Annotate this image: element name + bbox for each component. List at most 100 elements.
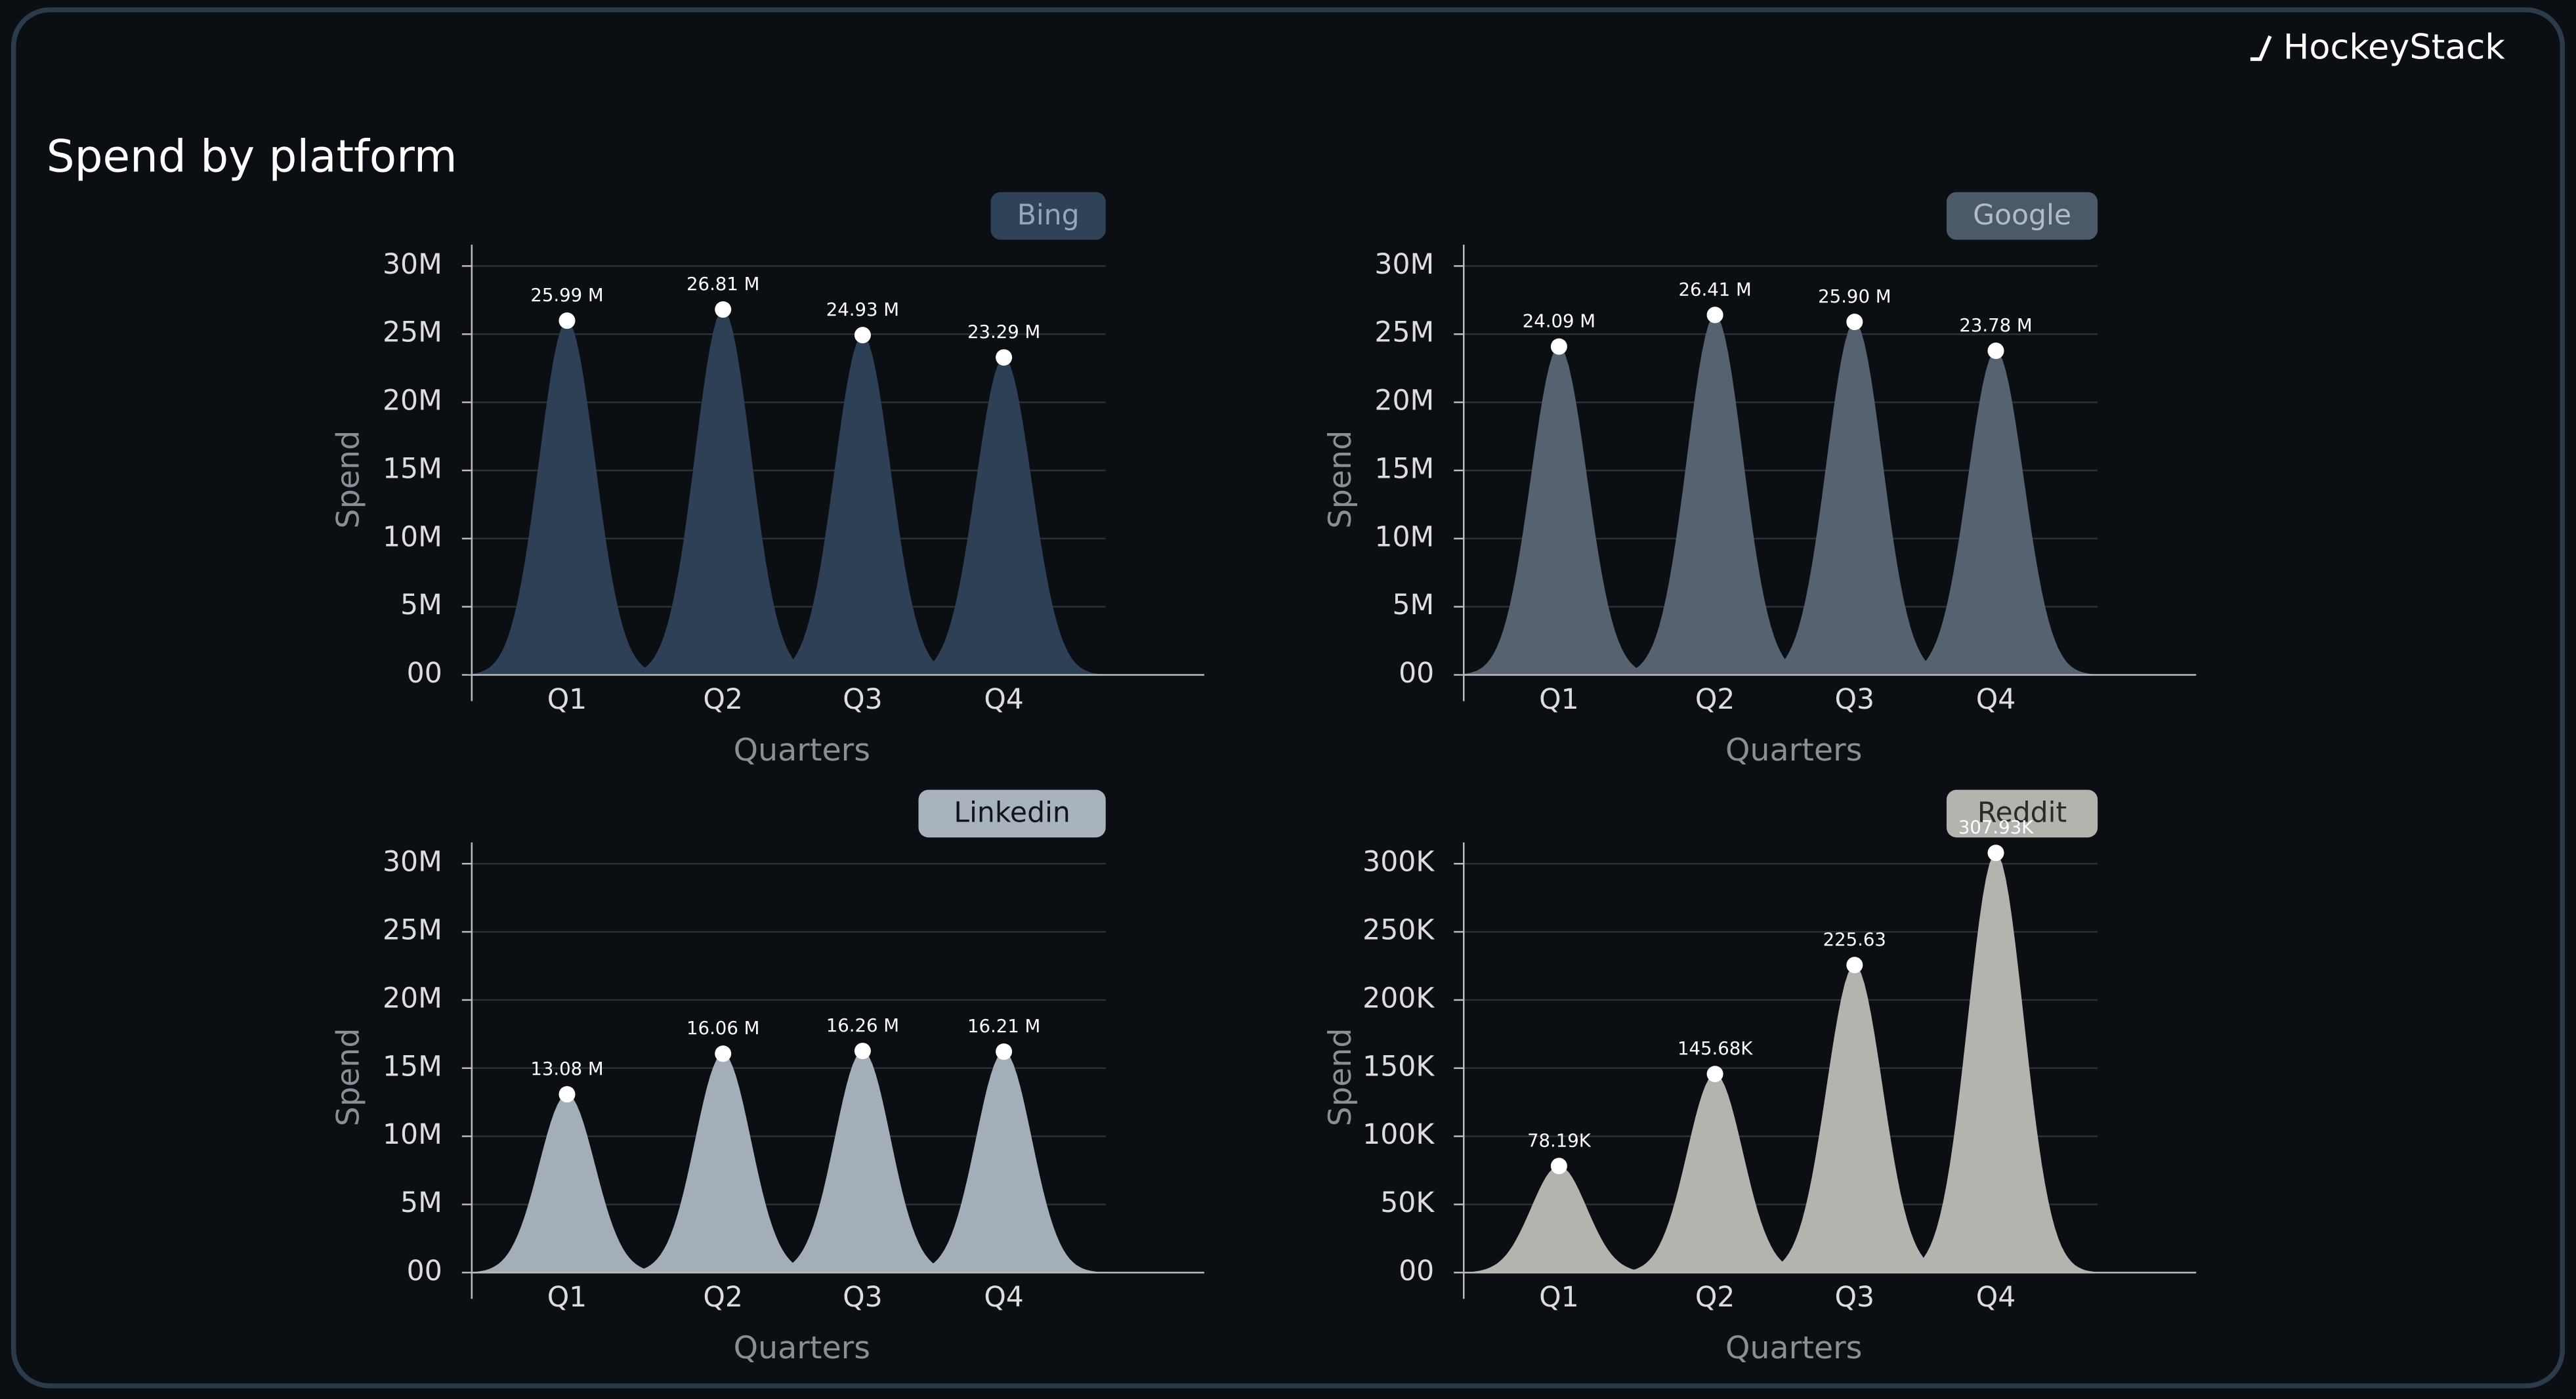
platform-badge (918, 789, 1106, 838)
spend-area (1613, 1074, 1817, 1272)
y-tick-label: 30M (383, 249, 442, 281)
value-label: 26.81 M (686, 274, 759, 295)
spend-area (1893, 350, 2098, 675)
y-axis-title: Spend (331, 1028, 367, 1127)
peak-dot (1550, 338, 1567, 355)
y-tick-label: 150K (1362, 1051, 1435, 1083)
y-tick-label: 250K (1362, 915, 1435, 947)
value-label: 78.19K (1527, 1130, 1592, 1151)
value-label: 307.93K (1958, 817, 2034, 838)
spend-area (761, 1051, 965, 1272)
peak-dot (996, 1043, 1013, 1060)
x-tick-label: Q3 (1835, 1282, 1875, 1314)
peak-dot (1987, 845, 2004, 862)
platform-badge (990, 192, 1106, 240)
y-tick-label: 15M (1374, 453, 1434, 485)
spend-area (465, 320, 669, 675)
spend-area (621, 1053, 825, 1272)
x-axis-title: Quarters (1725, 1330, 1862, 1366)
value-label: 25.99 M (530, 285, 603, 306)
platform-badge (1946, 192, 2098, 240)
peak-dot (1846, 314, 1863, 331)
value-label: 24.09 M (1523, 311, 1595, 332)
y-tick-label: 10M (1374, 521, 1434, 553)
spend-area (1457, 346, 1661, 675)
value-label: 16.06 M (686, 1018, 759, 1039)
y-tick-label: 10M (383, 521, 442, 553)
y-axis-title: Spend (1322, 430, 1359, 529)
x-axis-title: Quarters (734, 732, 870, 768)
y-axis-title: Spend (331, 430, 367, 529)
x-tick-label: Q3 (843, 684, 883, 716)
spend-area (1457, 1165, 1661, 1273)
y-tick-label: 20M (383, 982, 442, 1014)
y-axis-title: Spend (1322, 1028, 1359, 1127)
x-tick-label: Q2 (703, 684, 743, 716)
y-tick-label: 30M (383, 846, 442, 879)
peak-dot (559, 312, 576, 329)
peak-dot (854, 327, 871, 344)
peak-dot (854, 1043, 871, 1060)
x-tick-label: Q2 (1695, 684, 1735, 716)
brand: HockeyStack (2283, 28, 2505, 68)
y-tick-label: 20M (1374, 385, 1434, 417)
y-tick-label: 25M (1374, 317, 1434, 349)
y-tick-label: 00 (1399, 658, 1434, 690)
x-tick-label: Q3 (843, 1282, 883, 1314)
y-tick-label: 100K (1362, 1119, 1435, 1151)
platform-badge-label: Bing (1017, 199, 1080, 232)
value-label: 25.90 M (1818, 286, 1891, 307)
value-label: 13.08 M (530, 1058, 603, 1079)
x-axis-title: Quarters (1725, 732, 1862, 768)
peak-dot (715, 1045, 732, 1062)
peak-dot (996, 349, 1013, 366)
y-tick-label: 25M (383, 915, 442, 947)
peak-dot (559, 1086, 576, 1103)
value-label: 23.29 M (967, 322, 1040, 343)
value-label: 23.78 M (1959, 315, 2032, 336)
spend-area (1752, 322, 1956, 675)
peak-dot (1706, 306, 1723, 324)
platform-badge-label: Linkedin (954, 797, 1070, 829)
peak-dot (1550, 1158, 1567, 1175)
peak-dot (1706, 1066, 1723, 1083)
platform-badge-label: Reddit (1977, 797, 2067, 829)
x-tick-label: Q4 (984, 1282, 1024, 1314)
y-tick-label: 10M (383, 1119, 442, 1151)
spend-area (465, 1094, 669, 1273)
card (11, 7, 2565, 1389)
spend-area (761, 335, 965, 675)
platform-badge-label: Google (1973, 199, 2071, 232)
x-tick-label: Q3 (1835, 684, 1875, 716)
value-label: 16.26 M (826, 1015, 899, 1036)
x-tick-label: Q4 (984, 684, 1024, 716)
y-tick-label: 25M (383, 317, 442, 349)
y-tick-label: 00 (407, 658, 442, 690)
spend-area (902, 357, 1106, 675)
value-label: 16.21 M (967, 1016, 1040, 1037)
x-tick-label: Q2 (703, 1282, 743, 1314)
y-tick-label: 200K (1362, 982, 1435, 1014)
y-tick-label: 300K (1362, 846, 1435, 879)
x-tick-label: Q1 (547, 684, 587, 716)
brand-logo (2250, 35, 2272, 61)
value-label: 26.41 M (1678, 279, 1751, 300)
peak-dot (1846, 957, 1863, 974)
y-tick-label: 15M (383, 453, 442, 485)
x-tick-label: Q1 (1539, 684, 1579, 716)
spend-area (1613, 314, 1817, 675)
x-axis-title: Quarters (734, 1330, 870, 1366)
value-label: 225.63 (1823, 929, 1886, 950)
peak-dot (715, 301, 732, 318)
x-tick-label: Q1 (1539, 1282, 1579, 1314)
y-tick-label: 50K (1380, 1187, 1435, 1219)
x-tick-label: Q2 (1695, 1282, 1735, 1314)
y-tick-label: 15M (383, 1051, 442, 1083)
x-tick-label: Q4 (1976, 1282, 2016, 1314)
spend-area (1893, 852, 2098, 1272)
x-tick-label: Q4 (1976, 684, 2016, 716)
y-tick-label: 00 (407, 1255, 442, 1287)
page-title: Spend by platform (47, 130, 457, 182)
